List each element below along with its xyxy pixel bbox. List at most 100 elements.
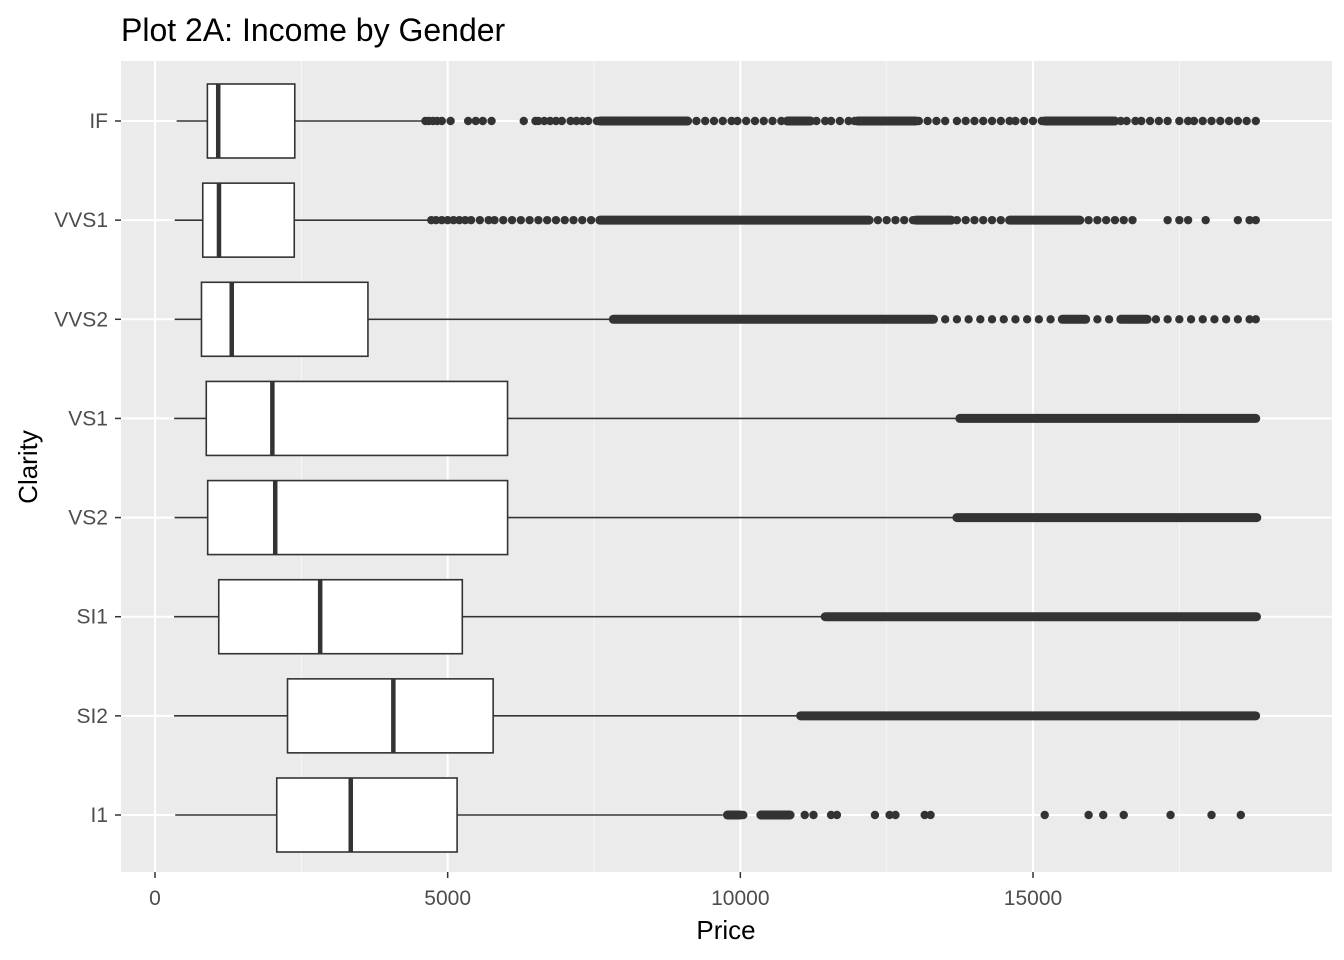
- outlier-point: [1020, 116, 1029, 126]
- outlier-point: [1075, 215, 1085, 225]
- outlier-point: [1183, 116, 1193, 126]
- outlier-point: [478, 116, 487, 126]
- outlier-point: [762, 810, 771, 820]
- outlier-point: [642, 116, 651, 126]
- outlier-point: [1154, 116, 1164, 126]
- outlier-point: [551, 215, 561, 225]
- boxplot-i1: [175, 777, 1245, 853]
- outlier-point: [1022, 315, 1032, 324]
- iqr-box: [200, 281, 369, 358]
- outlier-point: [1210, 315, 1219, 324]
- outlier-point: [964, 315, 973, 324]
- outlier-point: [1151, 315, 1161, 324]
- outlier-point: [1099, 810, 1108, 820]
- outlier-point: [1166, 810, 1175, 820]
- outlier-point: [519, 116, 528, 126]
- outlier-point: [809, 810, 818, 820]
- outlier-point: [952, 116, 962, 126]
- outlier-point: [1046, 315, 1055, 324]
- outlier-point: [891, 810, 900, 820]
- outlier-point: [1058, 315, 1067, 324]
- outlier-point: [1005, 215, 1014, 225]
- boxplot-vvs1: [174, 182, 1260, 258]
- outlier-point: [592, 116, 602, 126]
- outlier-point: [1119, 810, 1128, 820]
- outlier-point: [961, 116, 970, 126]
- outlier-point: [741, 116, 751, 126]
- outlier-point: [867, 116, 877, 126]
- outlier-point: [692, 116, 701, 126]
- outlier-point: [996, 116, 1006, 126]
- outlier-point: [920, 810, 929, 820]
- outlier-point: [1224, 116, 1234, 126]
- outlier-point: [970, 116, 979, 126]
- outlier-point: [1081, 315, 1090, 324]
- outlier-point: [1081, 116, 1090, 126]
- outlier-point: [1049, 215, 1058, 225]
- outlier-point: [908, 215, 918, 225]
- y-tick-label: VS1: [68, 407, 108, 430]
- outlier-point: [665, 116, 675, 126]
- outlier-point: [1022, 215, 1032, 225]
- outlier-point: [633, 116, 643, 126]
- outlier-point: [923, 116, 932, 126]
- outlier-point: [586, 215, 596, 225]
- outlier-point: [1198, 315, 1207, 324]
- outlier-point: [952, 315, 962, 324]
- boxplot-si2: [174, 678, 1261, 754]
- outlier-point: [578, 116, 587, 126]
- boxplot-series: [174, 83, 1262, 853]
- outlier-point: [1236, 810, 1245, 820]
- outlier-point: [800, 810, 809, 820]
- outlier-point: [996, 215, 1006, 225]
- outlier-point: [1175, 315, 1184, 324]
- outlier-point: [733, 116, 742, 126]
- outlier-point: [870, 810, 880, 820]
- outlier-point: [1189, 116, 1199, 126]
- outlier-point: [1122, 116, 1131, 126]
- outlier-point: [943, 215, 953, 225]
- outlier-point: [756, 810, 766, 820]
- outlier-point: [832, 810, 842, 820]
- outlier-point: [443, 215, 452, 225]
- outlier-point: [1011, 315, 1020, 324]
- iqr-box: [206, 479, 509, 556]
- y-tick-label: SI2: [76, 705, 108, 728]
- outlier-point: [569, 215, 578, 225]
- boxplot-vvs2: [174, 281, 1260, 358]
- y-tick-label: SI1: [76, 606, 108, 629]
- outlier-point: [610, 116, 619, 126]
- outlier-point: [976, 315, 985, 324]
- outlier-point: [1116, 315, 1126, 324]
- outlier-point: [979, 215, 988, 225]
- iqr-box: [205, 380, 509, 457]
- outlier-point: [437, 215, 447, 225]
- outlier-point: [932, 116, 941, 126]
- outlier-point: [730, 810, 739, 820]
- outlier-point: [826, 116, 836, 126]
- outlier-point: [487, 116, 496, 126]
- x-tick-label: 10000: [711, 887, 769, 910]
- outlier-point: [572, 116, 581, 126]
- outlier-point: [1140, 315, 1149, 324]
- y-tick-label: IF: [89, 110, 108, 133]
- outlier-point: [595, 215, 605, 225]
- outlier-point: [1034, 315, 1044, 324]
- boxplot-vs1: [174, 380, 1261, 457]
- outlier-point: [1110, 215, 1120, 225]
- outlier-point: [727, 116, 736, 126]
- outlier-point: [463, 116, 473, 126]
- x-axis: 0 5000 10000 15000: [149, 872, 1062, 910]
- outlier-point: [739, 810, 748, 820]
- outlier-point: [1145, 116, 1155, 126]
- x-tick-label: 5000: [424, 887, 471, 910]
- outlier-point: [598, 116, 607, 126]
- outlier-point: [1014, 215, 1023, 225]
- outlier-point: [900, 116, 909, 126]
- outlier-point: [917, 215, 926, 225]
- outlier-point: [1119, 215, 1128, 225]
- outlier-point: [926, 215, 935, 225]
- outlier-point: [578, 215, 587, 225]
- outlier-point: [891, 116, 900, 126]
- outlier-point: [718, 116, 727, 126]
